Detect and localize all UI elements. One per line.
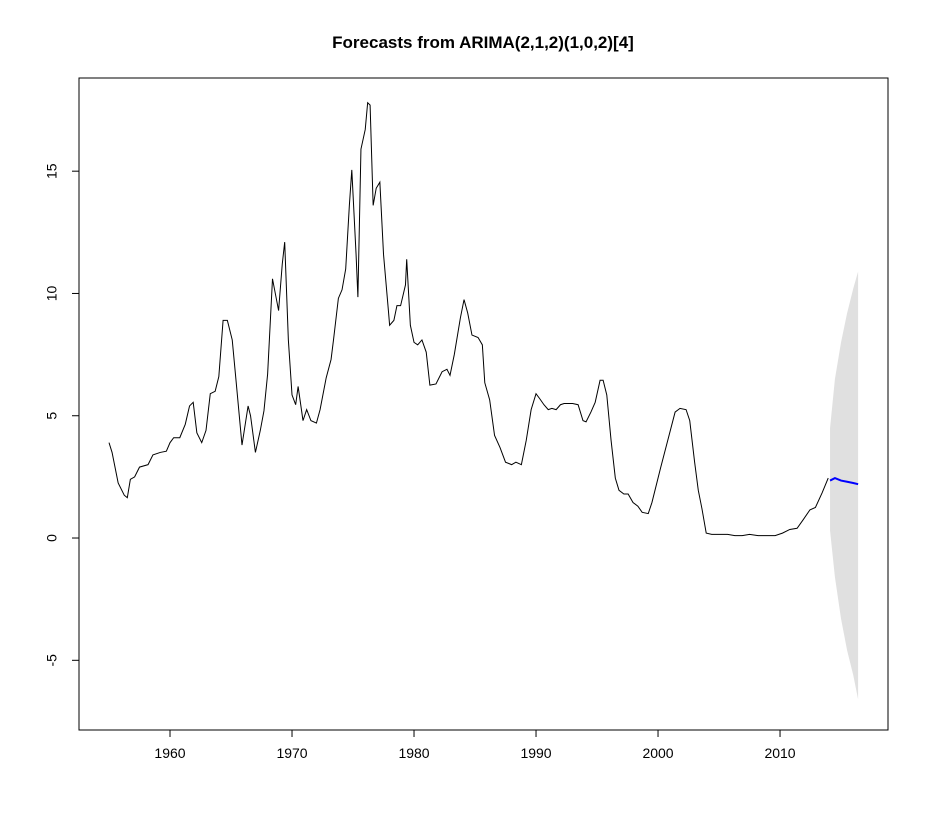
x-tick-label: 1970 — [276, 745, 307, 761]
x-tick-label: 1990 — [520, 745, 551, 761]
forecast-line — [829, 477, 859, 486]
chart-title: Forecasts from ARIMA(2,1,2)(1,0,2)[4] — [332, 33, 634, 52]
x-tick-label: 2000 — [642, 745, 673, 761]
plot-box — [78, 77, 889, 731]
y-tick-label: 5 — [44, 412, 60, 420]
y-tick-label: 0 — [44, 534, 60, 542]
y-tick-label: 15 — [44, 163, 60, 179]
x-tick-label: 2010 — [764, 745, 795, 761]
prediction-band — [830, 271, 859, 700]
y-tick-label: -5 — [44, 654, 60, 667]
series-line — [108, 101, 829, 537]
x-tick-label: 1980 — [398, 745, 429, 761]
y-tick-label: 10 — [44, 285, 60, 301]
x-tick-label: 1960 — [154, 745, 185, 761]
